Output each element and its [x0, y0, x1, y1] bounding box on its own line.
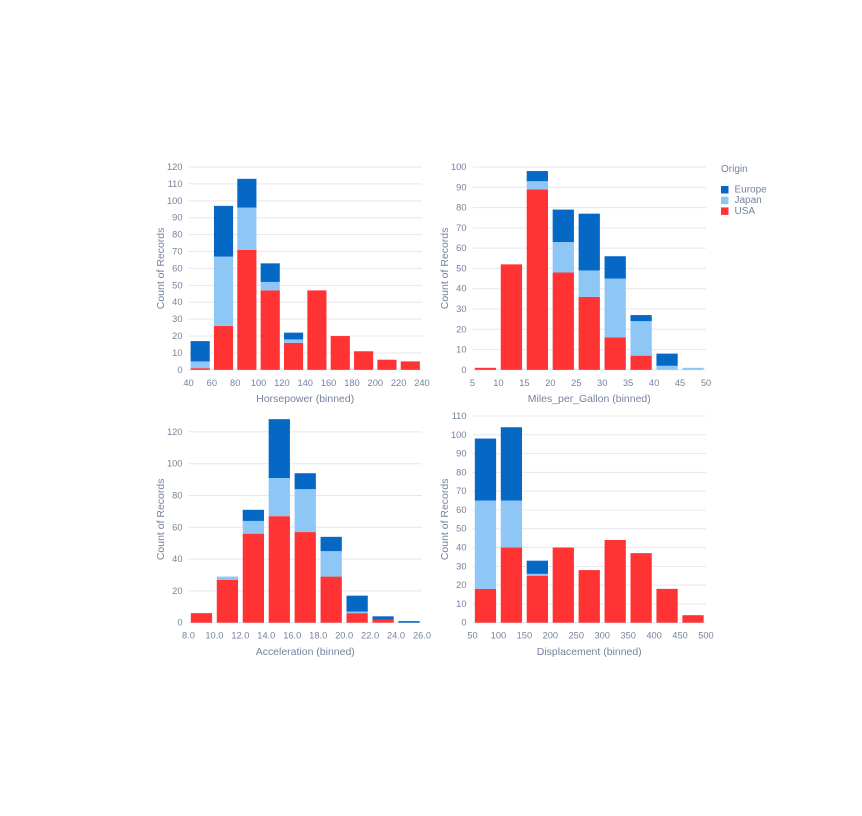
svg-text:0: 0	[461, 365, 466, 375]
svg-text:50: 50	[456, 263, 466, 273]
svg-text:20: 20	[456, 580, 466, 590]
svg-text:450: 450	[672, 630, 688, 640]
svg-text:100: 100	[167, 196, 183, 206]
svg-text:40: 40	[172, 554, 182, 564]
svg-text:5: 5	[470, 378, 475, 388]
svg-text:60: 60	[456, 243, 466, 253]
svg-text:60: 60	[172, 263, 182, 273]
svg-text:100: 100	[251, 378, 267, 388]
svg-text:160: 160	[321, 378, 337, 388]
svg-text:Horsepower (binned): Horsepower (binned)	[256, 394, 354, 405]
svg-text:10: 10	[172, 348, 182, 358]
svg-text:70: 70	[456, 223, 466, 233]
svg-text:30: 30	[456, 561, 466, 571]
svg-text:30: 30	[172, 314, 182, 324]
svg-text:12.0: 12.0	[231, 630, 249, 640]
svg-text:50: 50	[467, 630, 477, 640]
svg-text:80: 80	[456, 467, 466, 477]
svg-text:40: 40	[649, 378, 659, 388]
svg-text:90: 90	[172, 213, 182, 223]
svg-text:22.0: 22.0	[361, 630, 379, 640]
svg-text:16.0: 16.0	[283, 630, 301, 640]
svg-text:20: 20	[456, 324, 466, 334]
svg-text:500: 500	[698, 630, 714, 640]
svg-text:45: 45	[675, 378, 685, 388]
svg-text:Acceleration (binned): Acceleration (binned)	[256, 647, 355, 658]
svg-text:30: 30	[456, 304, 466, 314]
svg-text:10: 10	[456, 345, 466, 355]
svg-text:200: 200	[368, 378, 384, 388]
svg-text:300: 300	[594, 630, 610, 640]
svg-text:Count of Records: Count of Records	[440, 228, 451, 310]
svg-text:40: 40	[456, 284, 466, 294]
svg-text:80: 80	[230, 378, 240, 388]
svg-text:24.0: 24.0	[387, 630, 405, 640]
svg-text:0: 0	[177, 365, 182, 375]
svg-text:50: 50	[456, 523, 466, 533]
svg-text:10: 10	[456, 598, 466, 608]
svg-text:USA: USA	[735, 206, 756, 217]
svg-text:40: 40	[172, 297, 182, 307]
svg-text:400: 400	[646, 630, 662, 640]
svg-text:Origin: Origin	[721, 164, 748, 175]
svg-text:0: 0	[177, 617, 182, 627]
svg-text:120: 120	[167, 426, 183, 436]
svg-text:120: 120	[167, 162, 183, 172]
svg-text:90: 90	[456, 448, 466, 458]
svg-text:60: 60	[456, 504, 466, 514]
svg-text:8.0: 8.0	[182, 630, 195, 640]
svg-text:10: 10	[493, 378, 503, 388]
svg-text:220: 220	[391, 378, 407, 388]
svg-text:Count of Records: Count of Records	[440, 478, 451, 560]
svg-text:100: 100	[491, 630, 507, 640]
svg-text:70: 70	[456, 486, 466, 496]
svg-text:Displacement (binned): Displacement (binned)	[537, 647, 642, 658]
svg-text:Europe: Europe	[735, 185, 768, 196]
svg-text:240: 240	[414, 378, 430, 388]
svg-text:25: 25	[571, 378, 581, 388]
svg-text:100: 100	[451, 162, 466, 172]
svg-text:200: 200	[543, 630, 559, 640]
svg-text:0: 0	[461, 617, 466, 627]
svg-text:40: 40	[183, 378, 193, 388]
svg-text:35: 35	[623, 378, 633, 388]
svg-text:120: 120	[274, 378, 290, 388]
svg-text:14.0: 14.0	[257, 630, 275, 640]
svg-text:350: 350	[620, 630, 636, 640]
svg-text:50: 50	[701, 378, 711, 388]
svg-text:180: 180	[344, 378, 360, 388]
svg-text:80: 80	[172, 490, 182, 500]
svg-text:20.0: 20.0	[335, 630, 353, 640]
svg-text:140: 140	[297, 378, 313, 388]
svg-text:110: 110	[168, 179, 183, 189]
svg-text:40: 40	[456, 542, 466, 552]
svg-text:90: 90	[456, 182, 466, 192]
svg-text:20: 20	[172, 585, 182, 595]
svg-text:60: 60	[172, 522, 182, 532]
svg-text:150: 150	[517, 630, 532, 640]
svg-text:80: 80	[456, 203, 466, 213]
svg-text:20: 20	[172, 331, 182, 341]
svg-text:Japan: Japan	[735, 195, 762, 206]
svg-text:Count of Records: Count of Records	[156, 478, 167, 560]
svg-text:Count of Records: Count of Records	[156, 228, 167, 310]
svg-text:100: 100	[451, 429, 466, 439]
svg-text:Miles_per_Gallon (binned): Miles_per_Gallon (binned)	[528, 394, 651, 405]
svg-text:18.0: 18.0	[309, 630, 327, 640]
svg-text:15: 15	[519, 378, 529, 388]
svg-text:60: 60	[207, 378, 217, 388]
svg-text:10.0: 10.0	[205, 630, 223, 640]
svg-text:30: 30	[597, 378, 607, 388]
svg-text:20: 20	[545, 378, 555, 388]
svg-text:100: 100	[167, 458, 183, 468]
svg-text:26.0: 26.0	[413, 630, 431, 640]
svg-text:50: 50	[172, 280, 182, 290]
svg-text:250: 250	[569, 630, 585, 640]
svg-text:80: 80	[172, 230, 182, 240]
svg-text:110: 110	[452, 411, 467, 421]
svg-text:70: 70	[172, 247, 182, 257]
